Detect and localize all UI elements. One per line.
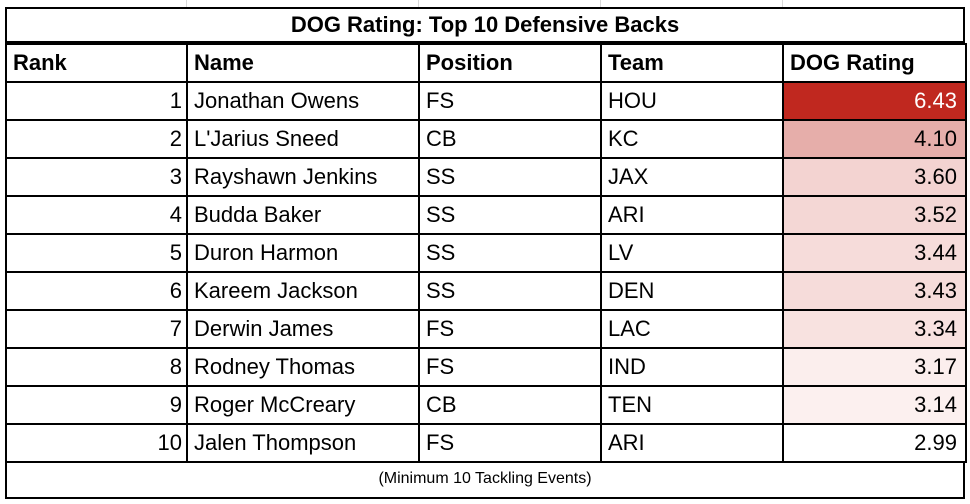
name-cell[interactable]: Jalen Thompson (186, 423, 420, 463)
header-team[interactable]: Team (600, 43, 784, 83)
dog-rating-cell[interactable]: 3.34 (782, 309, 967, 349)
rank-cell[interactable]: 1 (5, 81, 188, 121)
table-row: 3 Rayshawn Jenkins SS JAX 3.60 (5, 157, 967, 197)
name-cell[interactable]: Rayshawn Jenkins (186, 157, 420, 197)
rank-cell[interactable]: 10 (5, 423, 188, 463)
header-position[interactable]: Position (418, 43, 602, 83)
position-cell[interactable]: FS (418, 423, 602, 463)
name-cell[interactable]: Rodney Thomas (186, 347, 420, 387)
table-row: 1 Jonathan Owens FS HOU 6.43 (5, 81, 967, 121)
name-cell[interactable]: Derwin James (186, 309, 420, 349)
team-cell[interactable]: LV (600, 233, 784, 273)
rank-cell[interactable]: 6 (5, 271, 188, 311)
position-cell[interactable]: SS (418, 233, 602, 273)
grid-line (600, 0, 601, 7)
ratings-table: Rank Name Position Team DOG Rating 1 Jona… (5, 43, 967, 463)
position-cell[interactable]: CB (418, 385, 602, 425)
dog-rating-cell[interactable]: 6.43 (782, 81, 967, 121)
header-dog-rating[interactable]: DOG Rating (782, 43, 967, 83)
rank-cell[interactable]: 3 (5, 157, 188, 197)
table-row: 6 Kareem Jackson SS DEN 3.43 (5, 271, 967, 311)
team-cell[interactable]: LAC (600, 309, 784, 349)
team-cell[interactable]: IND (600, 347, 784, 387)
name-cell[interactable]: Roger McCreary (186, 385, 420, 425)
header-row: Rank Name Position Team DOG Rating (5, 43, 967, 83)
name-cell[interactable]: Kareem Jackson (186, 271, 420, 311)
header-name[interactable]: Name (186, 43, 420, 83)
rank-cell[interactable]: 2 (5, 119, 188, 159)
team-cell[interactable]: HOU (600, 81, 784, 121)
team-cell[interactable]: TEN (600, 385, 784, 425)
table-row: 2 L'Jarius Sneed CB KC 4.10 (5, 119, 967, 159)
dog-rating-cell[interactable]: 3.60 (782, 157, 967, 197)
table-row: 10 Jalen Thompson FS ARI 2.99 (5, 423, 967, 463)
dog-rating-cell[interactable]: 2.99 (782, 423, 967, 463)
team-cell[interactable]: DEN (600, 271, 784, 311)
name-cell[interactable]: Budda Baker (186, 195, 420, 235)
team-cell[interactable]: KC (600, 119, 784, 159)
team-cell[interactable]: ARI (600, 423, 784, 463)
team-cell[interactable]: JAX (600, 157, 784, 197)
name-cell[interactable]: Jonathan Owens (186, 81, 420, 121)
grid-line (782, 0, 783, 7)
dog-rating-cell[interactable]: 3.14 (782, 385, 967, 425)
rank-cell[interactable]: 8 (5, 347, 188, 387)
grid-line (186, 0, 187, 7)
dog-rating-cell[interactable]: 3.44 (782, 233, 967, 273)
dog-rating-cell[interactable]: 4.10 (782, 119, 967, 159)
team-cell[interactable]: ARI (600, 195, 784, 235)
position-cell[interactable]: FS (418, 81, 602, 121)
position-cell[interactable]: FS (418, 309, 602, 349)
name-cell[interactable]: L'Jarius Sneed (186, 119, 420, 159)
position-cell[interactable]: SS (418, 157, 602, 197)
table-row: 5 Duron Harmon SS LV 3.44 (5, 233, 967, 273)
table-row: 8 Rodney Thomas FS IND 3.17 (5, 347, 967, 387)
rank-cell[interactable]: 5 (5, 233, 188, 273)
position-cell[interactable]: SS (418, 195, 602, 235)
rank-cell[interactable]: 9 (5, 385, 188, 425)
dog-rating-cell[interactable]: 3.52 (782, 195, 967, 235)
dog-rating-cell[interactable]: 3.43 (782, 271, 967, 311)
table-row: 9 Roger McCreary CB TEN 3.14 (5, 385, 967, 425)
table-footnote[interactable]: (Minimum 10 Tackling Events) (5, 461, 965, 499)
rank-cell[interactable]: 4 (5, 195, 188, 235)
header-rank[interactable]: Rank (5, 43, 188, 83)
position-cell[interactable]: SS (418, 271, 602, 311)
position-cell[interactable]: FS (418, 347, 602, 387)
table-title[interactable]: DOG Rating: Top 10 Defensive Backs (5, 7, 965, 43)
position-cell[interactable]: CB (418, 119, 602, 159)
dog-rating-cell[interactable]: 3.17 (782, 347, 967, 387)
table-row: 7 Derwin James FS LAC 3.34 (5, 309, 967, 349)
name-cell[interactable]: Duron Harmon (186, 233, 420, 273)
grid-line (418, 0, 419, 7)
table-row: 4 Budda Baker SS ARI 3.52 (5, 195, 967, 235)
rank-cell[interactable]: 7 (5, 309, 188, 349)
